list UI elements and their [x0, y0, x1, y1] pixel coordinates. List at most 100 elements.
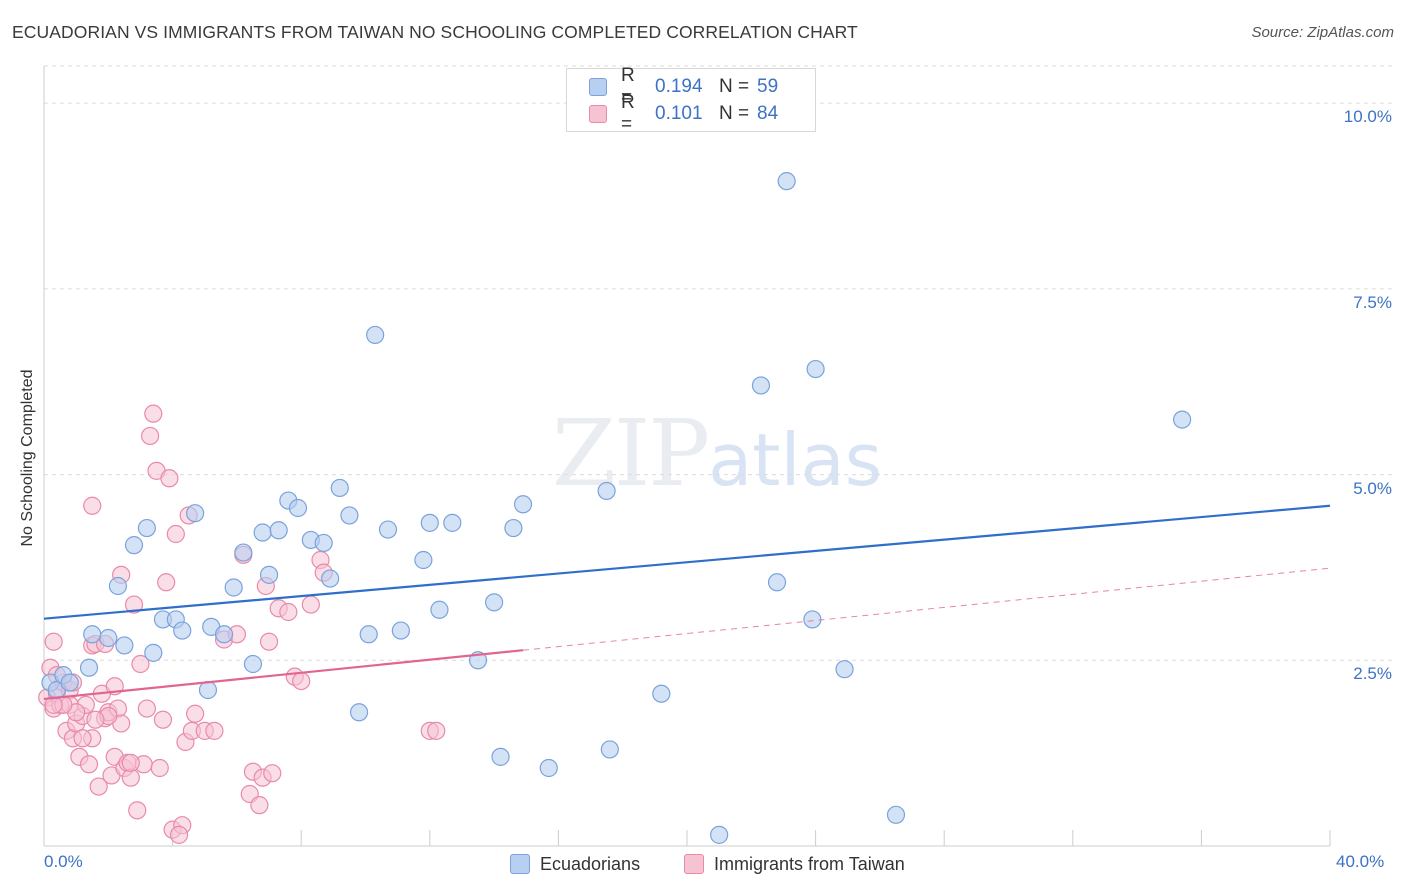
y-tick-label: 10.0%: [1343, 107, 1392, 127]
data-point-ecuadorians: [600, 740, 619, 759]
data-point-ecuadorians: [234, 543, 253, 562]
data-point-taiwan: [128, 801, 147, 820]
legend-n-label: N =: [719, 103, 750, 124]
legend-n-label: N =: [719, 76, 750, 97]
series-taiwan-points: [38, 404, 446, 844]
data-point-ecuadorians: [767, 573, 787, 592]
legend-r-label: R =: [621, 92, 635, 135]
trend-line-taiwan-extension: [522, 567, 1331, 651]
source-label: Source: ZipAtlas.com: [1251, 24, 1394, 41]
data-point-taiwan: [86, 710, 105, 729]
data-point-ecuadorians: [485, 593, 504, 612]
data-point-taiwan: [427, 721, 446, 740]
chart-title: ECUADORIAN VS IMMIGRANTS FROM TAIWAN NO …: [12, 22, 858, 42]
trend-lines: [43, 504, 1331, 701]
data-point-ecuadorians: [710, 825, 729, 844]
data-point-taiwan: [186, 704, 205, 723]
data-point-taiwan: [205, 721, 224, 740]
data-point-ecuadorians: [144, 643, 163, 662]
data-point-ecuadorians: [186, 504, 205, 523]
y-tick-label: 7.5%: [1353, 292, 1392, 312]
data-point-taiwan: [83, 496, 102, 515]
data-point-ecuadorians: [198, 680, 218, 700]
data-point-ecuadorians: [597, 481, 616, 501]
data-point-ecuadorians: [314, 533, 333, 553]
data-point-taiwan: [301, 595, 320, 614]
axes: [43, 66, 1331, 847]
data-point-taiwan: [150, 758, 169, 778]
data-point-ecuadorians: [378, 520, 398, 539]
data-point-taiwan: [153, 710, 173, 729]
bottom-legend-label: Ecuadorians: [540, 853, 641, 874]
x-tick-label-max: 40.0%: [1336, 852, 1385, 871]
data-point-ecuadorians: [83, 625, 102, 644]
data-point-taiwan: [169, 825, 189, 844]
data-point-taiwan: [79, 755, 99, 774]
x-tick-label-min: 0.0%: [44, 852, 83, 871]
data-point-ecuadorians: [652, 684, 671, 703]
data-point-ecuadorians: [224, 578, 243, 597]
data-point-ecuadorians: [430, 600, 449, 619]
data-point-ecuadorians: [99, 628, 118, 648]
watermark-atlas: atlas: [708, 418, 883, 502]
data-point-taiwan: [263, 764, 282, 783]
data-point-taiwan: [137, 699, 156, 718]
data-point-ecuadorians: [806, 359, 825, 379]
watermark-zip: ZIP: [552, 400, 710, 507]
y-tick-label: 2.5%: [1353, 664, 1392, 684]
data-point-ecuadorians: [420, 513, 439, 532]
data-point-ecuadorians: [349, 703, 369, 722]
data-point-ecuadorians: [259, 565, 279, 584]
data-point-ecuadorians: [835, 660, 854, 679]
data-point-ecuadorians: [1173, 410, 1192, 429]
data-point-ecuadorians: [539, 758, 558, 778]
data-point-taiwan: [259, 632, 279, 651]
bottom-legend-swatch-blue: [510, 854, 530, 874]
data-point-ecuadorians: [79, 658, 99, 677]
data-point-ecuadorians: [751, 376, 771, 395]
data-point-ecuadorians: [340, 506, 359, 525]
data-point-ecuadorians: [173, 621, 192, 640]
data-point-taiwan: [124, 595, 144, 614]
data-point-ecuadorians: [330, 478, 349, 498]
data-point-ecuadorians: [886, 805, 906, 824]
legend-swatch-pink: [589, 105, 607, 123]
data-point-ecuadorians: [253, 523, 272, 542]
data-point-taiwan: [250, 796, 269, 815]
trend-line-ecuadorians: [43, 504, 1331, 620]
legend-r-value: 0.194: [655, 76, 703, 97]
bottom-legend-swatch-pink: [684, 854, 704, 874]
legend-row-taiwan: R = 0.101 N = 84: [589, 92, 778, 135]
data-point-taiwan: [279, 602, 298, 622]
bottom-legend-ecuadorians: Ecuadorians: [510, 852, 640, 876]
data-point-ecuadorians: [366, 325, 385, 345]
y-tick-label: 5.0%: [1353, 478, 1392, 498]
watermark: ZIPatlas: [552, 400, 882, 507]
grid-lines: [44, 65, 1392, 661]
series-ecuadorians-points: [41, 172, 1192, 844]
bottom-legend-label: Immigrants from Taiwan: [714, 853, 905, 874]
data-point-taiwan: [44, 632, 63, 651]
data-point-ecuadorians: [491, 747, 510, 766]
legend-row-ecuadorians: R = 0.194 N = 59: [589, 65, 778, 108]
data-point-taiwan: [292, 671, 311, 691]
data-point-taiwan: [73, 729, 92, 748]
data-point-taiwan: [121, 753, 140, 772]
data-point-ecuadorians: [269, 521, 288, 540]
correlation-legend: R = 0.194 N = 59 R = 0.101 N = 84: [566, 65, 816, 135]
data-point-ecuadorians: [214, 625, 234, 644]
data-point-ecuadorians: [443, 513, 462, 532]
data-point-ecuadorians: [391, 621, 410, 640]
legend-swatch-blue: [589, 78, 607, 96]
data-point-ecuadorians: [414, 550, 433, 570]
data-point-ecuadorians: [137, 518, 156, 538]
data-point-ecuadorians: [115, 636, 134, 655]
data-point-ecuadorians: [243, 654, 263, 674]
legend-r-value: 0.101: [655, 103, 703, 124]
data-point-taiwan: [89, 777, 108, 796]
data-point-ecuadorians: [504, 518, 523, 538]
data-point-ecuadorians: [288, 498, 308, 518]
data-point-taiwan: [157, 573, 176, 592]
data-point-ecuadorians: [803, 610, 822, 629]
